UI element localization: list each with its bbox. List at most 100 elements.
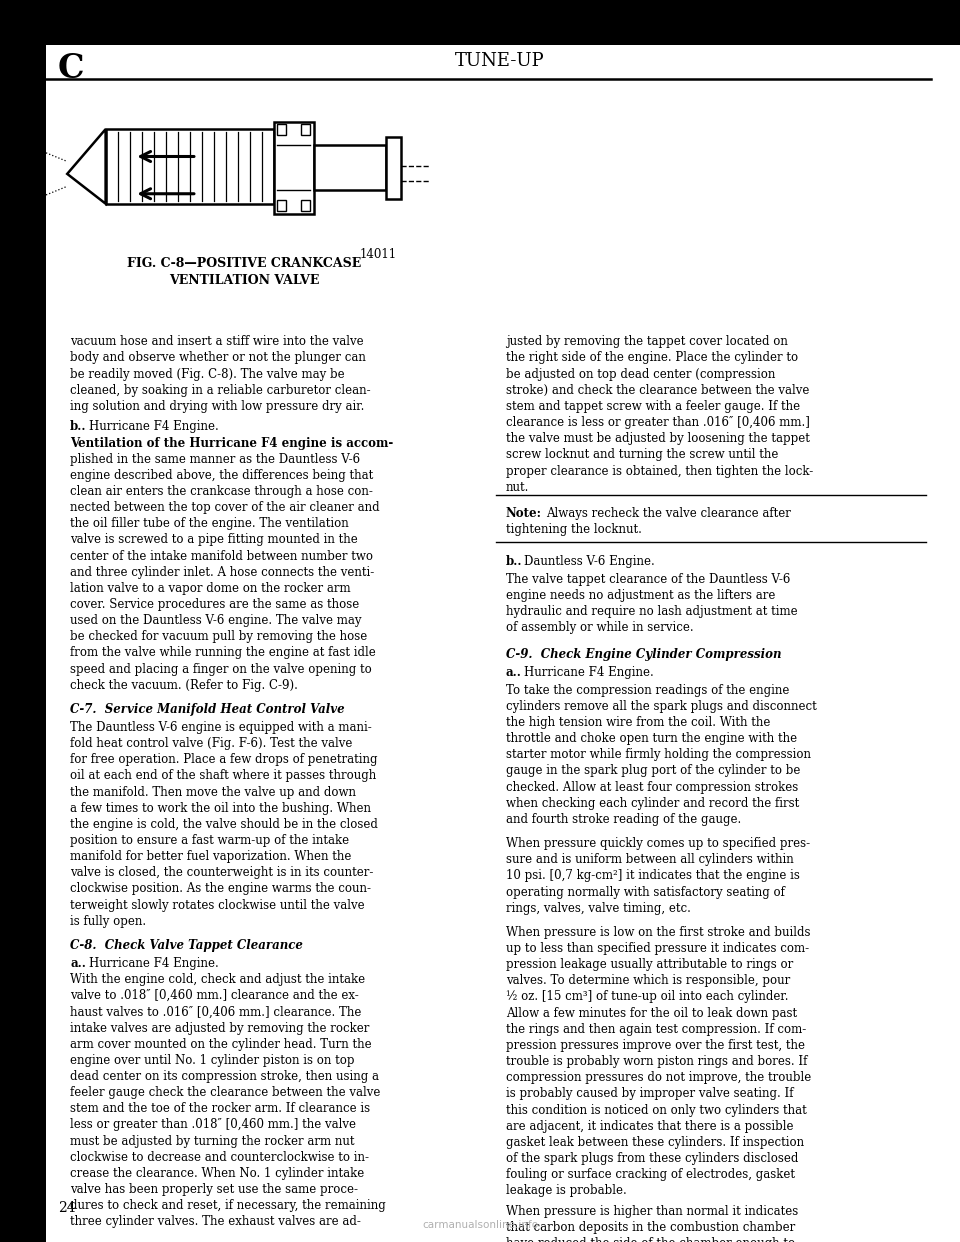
Text: Note:: Note: xyxy=(506,507,542,519)
Text: dures to check and reset, if necessary, the remaining: dures to check and reset, if necessary, … xyxy=(70,1200,386,1212)
Text: cylinders remove all the spark plugs and disconnect: cylinders remove all the spark plugs and… xyxy=(506,700,817,713)
Text: C-7.  Service Manifold Heat Control Valve: C-7. Service Manifold Heat Control Valve xyxy=(70,703,345,715)
Bar xyxy=(106,129,274,204)
Text: the manifold. Then move the valve up and down: the manifold. Then move the valve up and… xyxy=(70,786,356,799)
Text: TUNE-UP: TUNE-UP xyxy=(454,52,544,70)
Text: pression leakage usually attributable to rings or: pression leakage usually attributable to… xyxy=(506,959,793,971)
Text: a few times to work the oil into the bushing. When: a few times to work the oil into the bus… xyxy=(70,802,372,815)
Text: check the vacuum. (Refer to Fig. C-9).: check the vacuum. (Refer to Fig. C-9). xyxy=(70,678,298,692)
Text: Hurricane F4 Engine.: Hurricane F4 Engine. xyxy=(88,958,218,970)
Text: less or greater than .018″ [0,460 mm.] the valve: less or greater than .018″ [0,460 mm.] t… xyxy=(70,1119,356,1131)
Text: hydraulic and require no lash adjustment at time: hydraulic and require no lash adjustment… xyxy=(506,605,798,617)
Text: pression pressures improve over the first test, the: pression pressures improve over the firs… xyxy=(506,1038,804,1052)
Text: 14011: 14011 xyxy=(359,248,396,261)
Text: When pressure is low on the first stroke and builds: When pressure is low on the first stroke… xyxy=(506,927,810,939)
Text: Hurricane F4 Engine.: Hurricane F4 Engine. xyxy=(524,666,654,678)
Text: clockwise to decrease and counterclockwise to in-: clockwise to decrease and counterclockwi… xyxy=(70,1151,369,1164)
Text: VENTILATION VALVE: VENTILATION VALVE xyxy=(169,274,319,287)
Text: that carbon deposits in the combustion chamber: that carbon deposits in the combustion c… xyxy=(506,1221,795,1233)
Text: clean air enters the crankcase through a hose con-: clean air enters the crankcase through a… xyxy=(70,486,372,498)
Text: lation valve to a vapor dome on the rocker arm: lation valve to a vapor dome on the rock… xyxy=(70,581,350,595)
Text: from the valve while running the engine at fast idle: from the valve while running the engine … xyxy=(70,647,375,660)
Text: rings, valves, valve timing, etc.: rings, valves, valve timing, etc. xyxy=(506,902,691,914)
Text: clearance is less or greater than .016″ [0,406 mm.]: clearance is less or greater than .016″ … xyxy=(506,416,810,428)
Text: trouble is probably worn piston rings and bores. If: trouble is probably worn piston rings an… xyxy=(506,1056,807,1068)
Text: be adjusted on top dead center (compression: be adjusted on top dead center (compress… xyxy=(506,368,776,380)
Text: valves. To determine which is responsible, pour: valves. To determine which is responsibl… xyxy=(506,975,790,987)
Bar xyxy=(277,200,286,211)
Text: FIG. C-8—POSITIVE CRANKCASE: FIG. C-8—POSITIVE CRANKCASE xyxy=(127,257,361,270)
Text: crease the clearance. When No. 1 cylinder intake: crease the clearance. When No. 1 cylinde… xyxy=(70,1167,365,1180)
Text: C-9.  Check Engine Cylinder Compression: C-9. Check Engine Cylinder Compression xyxy=(506,648,781,661)
Text: nut.: nut. xyxy=(506,481,529,493)
Text: fold heat control valve (Fig. F-6). Test the valve: fold heat control valve (Fig. F-6). Test… xyxy=(70,738,352,750)
Text: arm cover mounted on the cylinder head. Turn the: arm cover mounted on the cylinder head. … xyxy=(70,1038,372,1051)
Text: stem and the toe of the rocker arm. If clearance is: stem and the toe of the rocker arm. If c… xyxy=(70,1103,371,1115)
Text: C-8.  Check Valve Tappet Clearance: C-8. Check Valve Tappet Clearance xyxy=(70,939,303,951)
Text: To take the compression readings of the engine: To take the compression readings of the … xyxy=(506,683,789,697)
Text: feeler gauge check the clearance between the valve: feeler gauge check the clearance between… xyxy=(70,1086,380,1099)
Text: tightening the locknut.: tightening the locknut. xyxy=(506,523,642,535)
Text: When pressure quickly comes up to specified pres-: When pressure quickly comes up to specif… xyxy=(506,837,810,850)
Text: must be adjusted by turning the rocker arm nut: must be adjusted by turning the rocker a… xyxy=(70,1135,354,1148)
Text: The Dauntless V-6 engine is equipped with a mani-: The Dauntless V-6 engine is equipped wit… xyxy=(70,720,372,734)
Text: vacuum hose and insert a stiff wire into the valve: vacuum hose and insert a stiff wire into… xyxy=(70,335,364,348)
Text: sure and is uniform between all cylinders within: sure and is uniform between all cylinder… xyxy=(506,853,794,866)
Text: stroke) and check the clearance between the valve: stroke) and check the clearance between … xyxy=(506,384,809,396)
Bar xyxy=(301,200,310,211)
Text: With the engine cold, check and adjust the intake: With the engine cold, check and adjust t… xyxy=(70,974,365,986)
Text: screw locknut and turning the screw until the: screw locknut and turning the screw unti… xyxy=(506,448,779,461)
Text: ½ oz. [15 cm³] of tune-up oil into each cylinder.: ½ oz. [15 cm³] of tune-up oil into each … xyxy=(506,991,788,1004)
Text: cleaned, by soaking in a reliable carburetor clean-: cleaned, by soaking in a reliable carbur… xyxy=(70,384,371,396)
Text: operating normally with satisfactory seating of: operating normally with satisfactory sea… xyxy=(506,886,784,898)
Text: the high tension wire from the coil. With the: the high tension wire from the coil. Wit… xyxy=(506,715,770,729)
Text: have reduced the side of the chamber enough to: have reduced the side of the chamber eno… xyxy=(506,1237,795,1242)
Text: b..: b.. xyxy=(506,554,522,568)
Text: The valve tappet clearance of the Dauntless V-6: The valve tappet clearance of the Dauntl… xyxy=(506,573,790,585)
Text: three cylinder valves. The exhaust valves are ad-: three cylinder valves. The exhaust valve… xyxy=(70,1215,361,1228)
Text: is probably caused by improper valve seating. If: is probably caused by improper valve sea… xyxy=(506,1088,793,1100)
Text: b..: b.. xyxy=(70,420,86,433)
Text: nected between the top cover of the air cleaner and: nected between the top cover of the air … xyxy=(70,502,380,514)
Text: valve has been properly set use the same proce-: valve has been properly set use the same… xyxy=(70,1182,358,1196)
Text: be readily moved (Fig. C-8). The valve may be: be readily moved (Fig. C-8). The valve m… xyxy=(70,368,345,380)
Text: speed and placing a finger on the valve opening to: speed and placing a finger on the valve … xyxy=(70,663,372,676)
Text: fouling or surface cracking of electrodes, gasket: fouling or surface cracking of electrode… xyxy=(506,1167,795,1181)
Text: 24: 24 xyxy=(58,1201,75,1215)
Polygon shape xyxy=(67,129,106,204)
Text: the right side of the engine. Place the cylinder to: the right side of the engine. Place the … xyxy=(506,351,798,364)
Text: the valve must be adjusted by loosening the tappet: the valve must be adjusted by loosening … xyxy=(506,432,810,445)
Text: carmanualsonline.info: carmanualsonline.info xyxy=(422,1220,538,1230)
Text: a..: a.. xyxy=(506,666,522,678)
Text: this condition is noticed on only two cylinders that: this condition is noticed on only two cy… xyxy=(506,1104,806,1117)
Text: up to less than specified pressure it indicates com-: up to less than specified pressure it in… xyxy=(506,943,809,955)
Text: the engine is cold, the valve should be in the closed: the engine is cold, the valve should be … xyxy=(70,818,378,831)
Text: oil at each end of the shaft where it passes through: oil at each end of the shaft where it pa… xyxy=(70,770,376,782)
Text: Allow a few minutes for the oil to leak down past: Allow a few minutes for the oil to leak … xyxy=(506,1006,797,1020)
Bar xyxy=(0,0,960,45)
Text: center of the intake manifold between number two: center of the intake manifold between nu… xyxy=(70,549,373,563)
Text: a..: a.. xyxy=(70,958,86,970)
Text: valve is screwed to a pipe fitting mounted in the: valve is screwed to a pipe fitting mount… xyxy=(70,534,358,546)
Text: valve to .018″ [0,460 mm.] clearance and the ex-: valve to .018″ [0,460 mm.] clearance and… xyxy=(70,989,359,1002)
Text: body and observe whether or not the plunger can: body and observe whether or not the plun… xyxy=(70,351,366,364)
Text: the oil filler tube of the engine. The ventilation: the oil filler tube of the engine. The v… xyxy=(70,518,348,530)
Bar xyxy=(386,137,401,199)
Text: clockwise position. As the engine warms the coun-: clockwise position. As the engine warms … xyxy=(70,882,372,895)
Text: be checked for vacuum pull by removing the hose: be checked for vacuum pull by removing t… xyxy=(70,631,368,643)
Text: ing solution and drying with low pressure dry air.: ing solution and drying with low pressur… xyxy=(70,400,365,412)
Text: cover. Service procedures are the same as those: cover. Service procedures are the same a… xyxy=(70,599,359,611)
Text: is fully open.: is fully open. xyxy=(70,914,146,928)
Text: proper clearance is obtained, then tighten the lock-: proper clearance is obtained, then tight… xyxy=(506,465,813,477)
Text: plished in the same manner as the Dauntless V-6: plished in the same manner as the Dauntl… xyxy=(70,453,360,466)
Text: position to ensure a fast warm-up of the intake: position to ensure a fast warm-up of the… xyxy=(70,835,349,847)
Text: Ventilation of the Hurricane F4 engine is accom-: Ventilation of the Hurricane F4 engine i… xyxy=(70,437,394,450)
Text: of the spark plugs from these cylinders disclosed: of the spark plugs from these cylinders … xyxy=(506,1153,799,1165)
Text: engine described above, the differences being that: engine described above, the differences … xyxy=(70,469,373,482)
Text: intake valves are adjusted by removing the rocker: intake valves are adjusted by removing t… xyxy=(70,1021,370,1035)
Text: manifold for better fuel vaporization. When the: manifold for better fuel vaporization. W… xyxy=(70,851,351,863)
Text: checked. Allow at least four compression strokes: checked. Allow at least four compression… xyxy=(506,781,798,794)
Text: gauge in the spark plug port of the cylinder to be: gauge in the spark plug port of the cyli… xyxy=(506,765,801,777)
Text: terweight slowly rotates clockwise until the valve: terweight slowly rotates clockwise until… xyxy=(70,899,365,912)
Text: and three cylinder inlet. A hose connects the venti-: and three cylinder inlet. A hose connect… xyxy=(70,566,374,579)
